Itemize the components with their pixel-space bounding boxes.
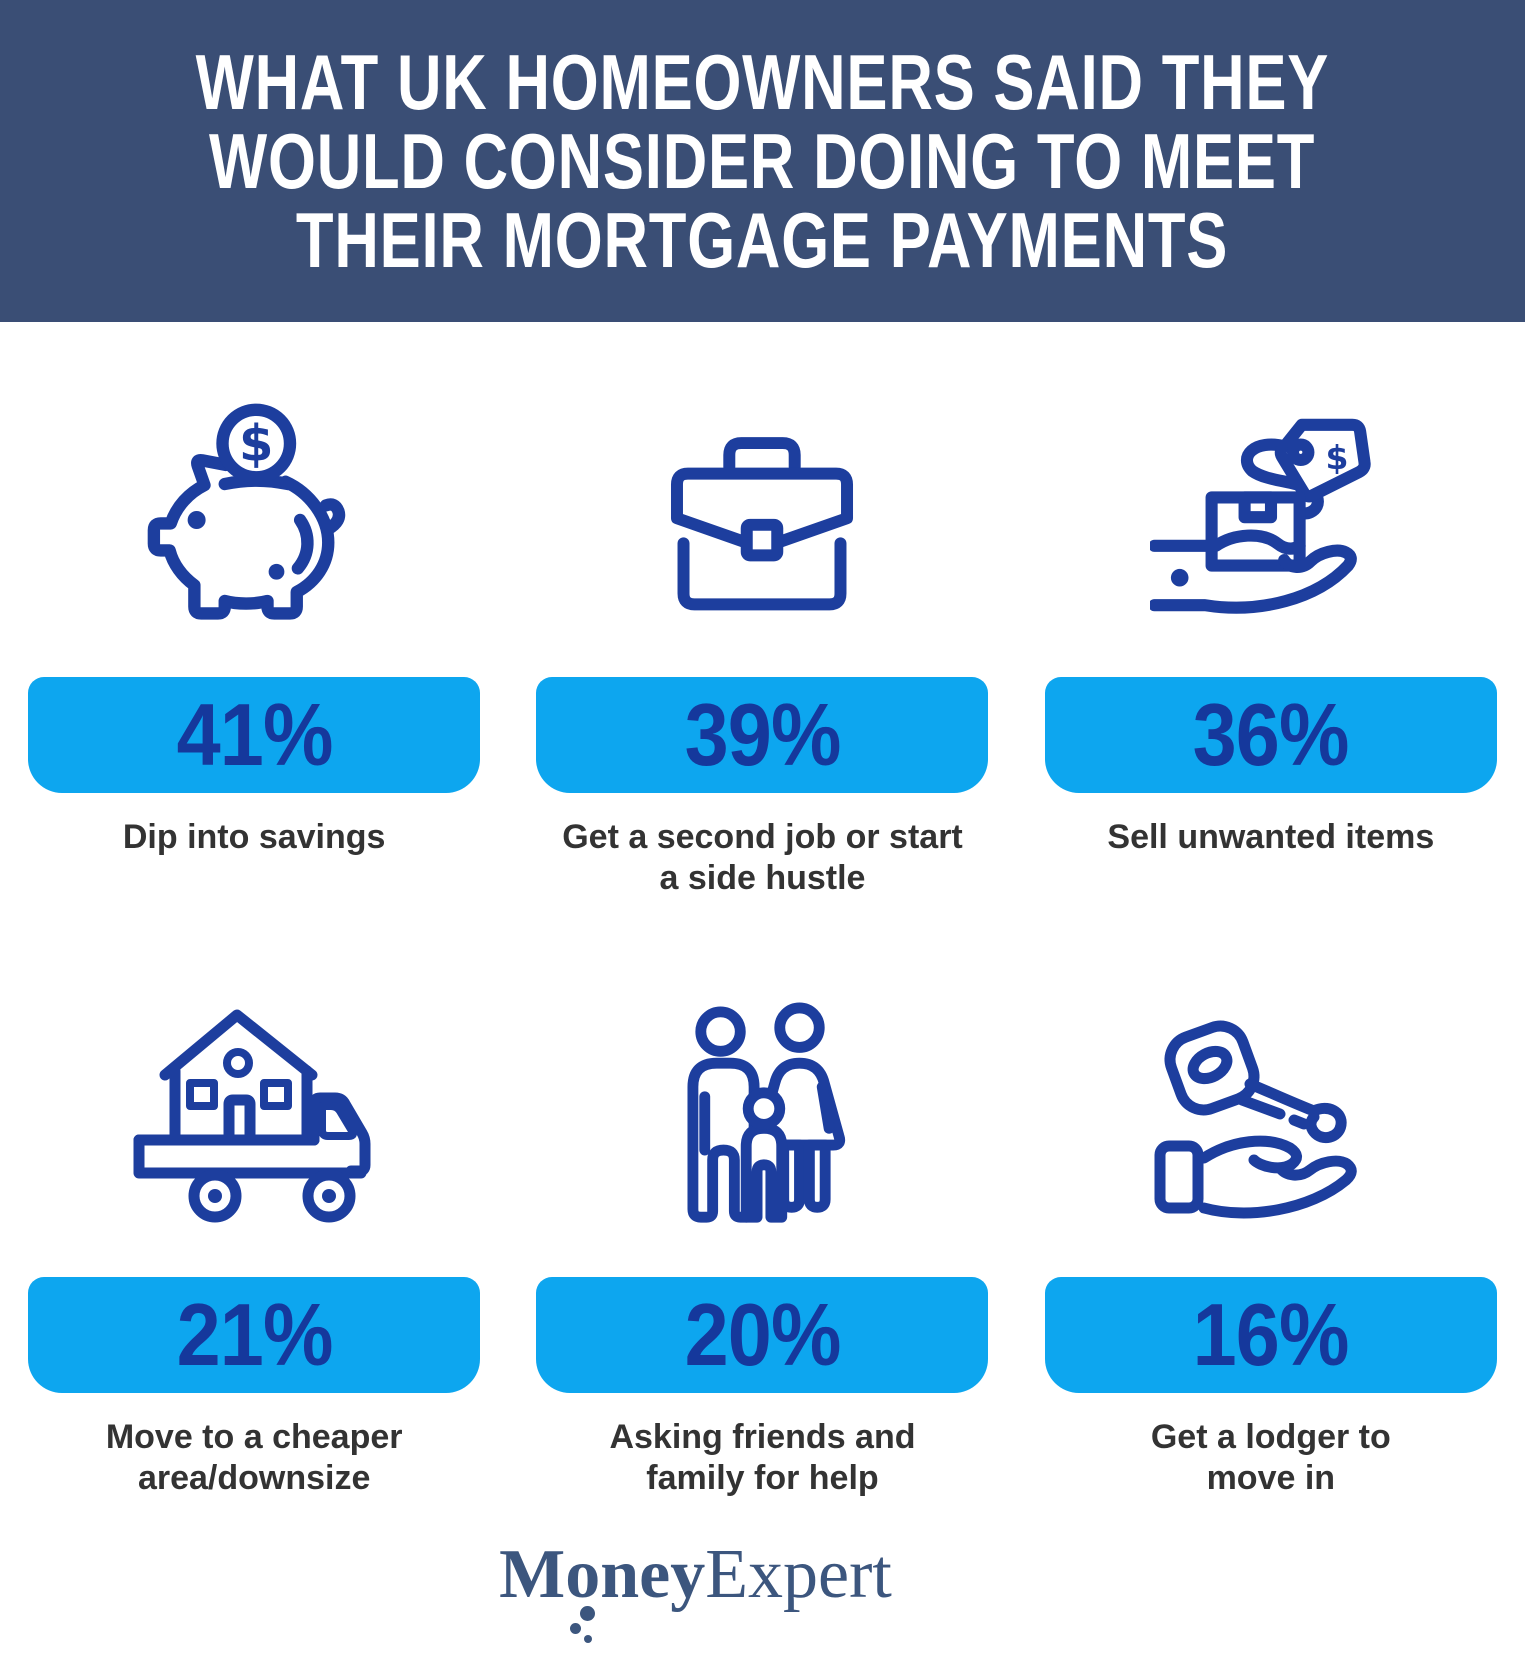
key-hand-icon <box>1017 995 1525 1235</box>
logo-dot-large <box>579 1606 595 1621</box>
stat-card-move-downsize: 21% Move to a cheaper area/downsize <box>0 899 508 1499</box>
card-label: Dip into savings <box>122 818 386 856</box>
percent-value: 21% <box>176 1285 333 1384</box>
stat-card-friends-family: 20% Asking friends and family for help <box>508 899 1016 1499</box>
percent-value: 36% <box>1192 685 1350 784</box>
percent-bar: 41% <box>28 677 481 793</box>
percent-bar: 36% <box>1044 677 1497 793</box>
page-title-line-2: WOULD CONSIDER DOING TO MEET <box>209 116 1316 205</box>
svg-text:$: $ <box>239 414 273 472</box>
percent-value: 39% <box>684 685 842 784</box>
percent-bar: 16% <box>1044 1277 1497 1393</box>
brand-expert: Expert <box>705 1536 892 1613</box>
card-label: Get a second job or start a side hustle <box>562 818 963 897</box>
logo-dot-small <box>583 1635 592 1643</box>
percent-bar: 21% <box>28 1277 481 1393</box>
sell-items-icon: $ <box>1017 395 1525 635</box>
stat-row-1: $ 41% Dip into savings 39% Get a second … <box>0 322 1525 899</box>
piggy-bank-icon: $ <box>0 395 508 635</box>
card-label: Get a lodger to move in <box>1150 1418 1391 1497</box>
stat-grid: $ 41% Dip into savings 39% Get a second … <box>0 322 1525 1499</box>
stat-card-second-job: 39% Get a second job or start a side hus… <box>508 322 1016 899</box>
percent-bar: 39% <box>536 677 989 793</box>
header-banner: WHAT UK HOMEOWNERS SAID THEY WOULD CONSI… <box>0 0 1525 322</box>
moving-truck-icon <box>0 995 508 1235</box>
percent-value: 16% <box>1192 1285 1350 1384</box>
stat-card-sell-items: $ 36% Sell unwanted items <box>1017 322 1525 899</box>
stat-card-dip-into-savings: $ 41% Dip into savings <box>0 322 508 899</box>
page-title-line-3: THEIR MORTGAGE PAYMENTS <box>296 195 1229 284</box>
card-label: Sell unwanted items <box>1107 818 1435 856</box>
card-label: Asking friends and family for help <box>609 1418 916 1497</box>
stat-card-lodger: 16% Get a lodger to move in <box>1017 899 1525 1499</box>
briefcase-icon <box>508 395 1016 635</box>
percent-value: 20% <box>684 1285 842 1384</box>
percent-bar: 20% <box>536 1277 989 1393</box>
brand-logo: MoneyExpert <box>0 1540 1458 1660</box>
stat-row-2: 21% Move to a cheaper area/downsize <box>0 899 1525 1499</box>
brand-money: Money <box>499 1536 706 1613</box>
family-icon <box>508 995 1016 1235</box>
svg-text:$: $ <box>1325 438 1348 477</box>
card-label: Move to a cheaper area/downsize <box>105 1418 403 1497</box>
logo-dot-medium <box>569 1623 581 1634</box>
percent-value: 41% <box>176 685 333 784</box>
page-title-line-1: WHAT UK HOMEOWNERS SAID THEY <box>195 37 1330 126</box>
